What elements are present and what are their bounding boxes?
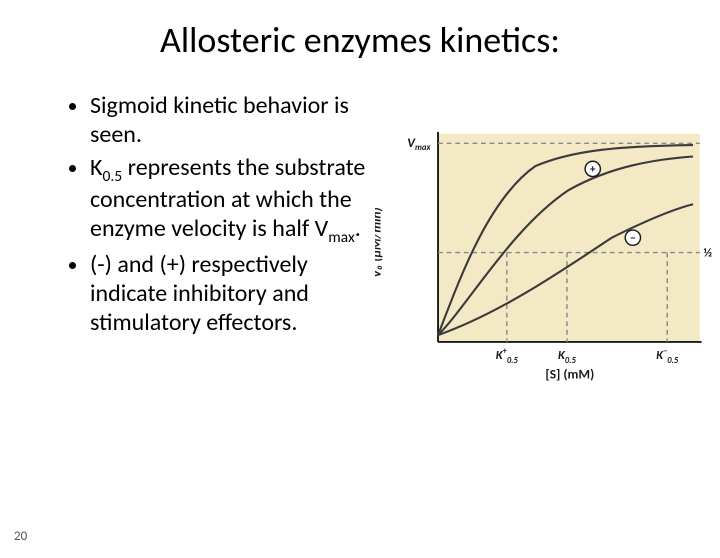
svg-text:K+0.5: K+0.5: [496, 346, 519, 366]
svg-text:K0.5: K0.5: [558, 348, 576, 366]
svg-text:−: −: [630, 231, 636, 245]
bullet-2: K0.5 represents the substrate concentrat…: [90, 154, 375, 248]
bullet-1-text: Sigmoid kinetic behavior is seen.: [90, 91, 349, 149]
b2-vmax-sub: max: [328, 228, 355, 247]
slide-title: Allosteric enzymes kinetics:: [0, 18, 720, 62]
b2-period: .: [355, 214, 361, 243]
bullet-1: Sigmoid kinetic behavior is seen.: [90, 92, 375, 150]
content-row: Sigmoid kinetic behavior is seen. K0.5 r…: [0, 92, 720, 392]
bullet-list: Sigmoid kinetic behavior is seen. K0.5 r…: [30, 92, 375, 392]
b2-k: K: [90, 153, 102, 182]
svg-text:V₀ (μM/min): V₀ (μM/min): [375, 207, 385, 278]
b2-sub: 0.5: [102, 166, 122, 185]
svg-text:+: +: [590, 163, 596, 177]
kinetics-chart: + − Vmax ½ Vmax V₀ (μM/min) K+0.5 K0.5 K−0.5 [S]…: [375, 112, 715, 392]
page-number: 20: [14, 529, 27, 544]
bullet-3: (-) and (+) respectively indicate inhibi…: [90, 251, 375, 337]
b2-text: represents the substrate concentration a…: [90, 153, 365, 243]
svg-text:[S] (mM): [S] (mM): [545, 365, 594, 382]
svg-text:K−0.5: K−0.5: [656, 346, 679, 366]
bullet-3-text: (-) and (+) respectively indicate inhibi…: [90, 250, 309, 337]
svg-text:Vmax: Vmax: [407, 134, 431, 153]
svg-text:½ Vmax: ½ Vmax: [704, 245, 715, 262]
chart-container: + − Vmax ½ Vmax V₀ (μM/min) K+0.5 K0.5 K−0.5 [S]…: [375, 92, 715, 392]
